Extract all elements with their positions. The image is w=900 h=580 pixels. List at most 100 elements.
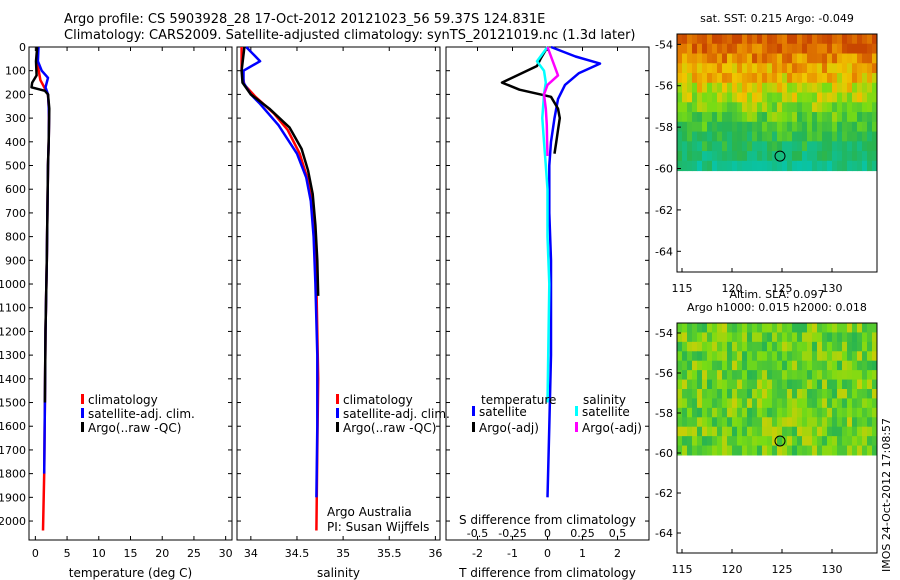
map-cell [797,131,803,142]
map-cell [757,34,763,45]
map-title-sla_map: Altim. SLA: 0.097 [729,288,824,301]
map-cell [872,407,878,418]
map-cell [777,360,783,371]
map-cell [767,102,773,113]
map-cell [717,73,723,84]
map-cell [692,407,698,418]
map-cell [852,92,858,103]
map-cell [722,389,728,399]
map-cell [852,160,858,172]
map-cell [702,426,708,437]
map-cell [727,53,733,64]
map-cell [767,53,773,64]
map-cell [692,426,698,437]
map-xtick-label: 115 [672,282,693,295]
map-cell [687,389,693,399]
map-cell [832,73,838,84]
map-cell [762,341,768,352]
map-cell [762,141,768,152]
ytick-label: 1100 [0,302,26,315]
map-cell [797,436,803,447]
map-cell [677,131,683,142]
map-cell [727,131,733,142]
map-cell [817,436,823,447]
map-cell [702,131,708,142]
map-cell [847,341,853,352]
map-cell [682,341,688,352]
map-cell [857,151,863,162]
map-cell [677,53,683,64]
map-cell [777,332,783,343]
map-cell [792,102,798,113]
map-cell [707,445,713,456]
map-cell [692,92,698,103]
map-cell [692,436,698,447]
map-cell [682,417,688,428]
map-cell [847,151,853,162]
map-cell [802,426,808,437]
map-cell [682,92,688,103]
ytick-label: 100 [5,65,26,78]
map-cell [697,417,703,428]
map-cell [752,82,758,94]
map-cell [697,82,703,94]
map-cell [712,351,718,362]
map-cell [677,102,683,113]
map-cell [812,102,818,113]
map-cell [767,131,773,142]
map-cell [752,53,758,64]
map-cell [827,341,833,352]
map-cell [712,398,718,409]
map-cell [872,370,878,381]
map-cell [752,389,758,399]
map-cell [867,417,873,428]
map-cell [687,43,693,55]
map-cell [832,121,838,133]
map-cell [822,445,828,456]
map-cell [822,53,828,64]
map-cell [852,332,858,343]
map-cell [802,63,808,74]
map-cell [802,121,808,133]
map-cell [702,332,708,343]
map-cell [747,82,753,94]
map-cell [792,112,798,123]
map-cell [712,332,718,343]
map-cell [767,370,773,381]
map-cell [752,370,758,381]
map-cell [817,407,823,418]
map-cell [812,445,818,456]
map-cell [717,53,723,64]
map-cell [742,445,748,456]
map-cell [832,160,838,172]
map-cell [682,445,688,456]
map-cell [857,131,863,142]
map-cell [752,379,758,390]
map-cell [717,341,723,352]
map-cell [752,417,758,428]
map-cell [872,34,878,45]
map-cell [787,92,793,103]
map-cell [782,63,788,74]
map-cell [697,121,703,133]
map-cell [682,436,688,447]
map-cell [847,73,853,84]
map-cell [777,34,783,45]
map-cell [842,43,848,55]
map-cell [862,160,868,172]
map-cell [677,43,683,55]
legend-label: Argo(-adj) [582,421,642,435]
map-cell [682,73,688,84]
map-cell [817,73,823,84]
map-cell [812,370,818,381]
map-cell [757,398,763,409]
map-cell [837,43,843,55]
map-cell [732,379,738,390]
map-sla_map: -54 -56 -58 -60 -62 -64 115 120 125 130 Altim. SLA… [655,288,878,576]
map-cell [702,360,708,371]
map-cell [732,102,738,113]
map-cell [777,82,783,94]
map-cell [827,407,833,418]
map-cell [807,445,813,456]
map-cell [757,323,763,333]
